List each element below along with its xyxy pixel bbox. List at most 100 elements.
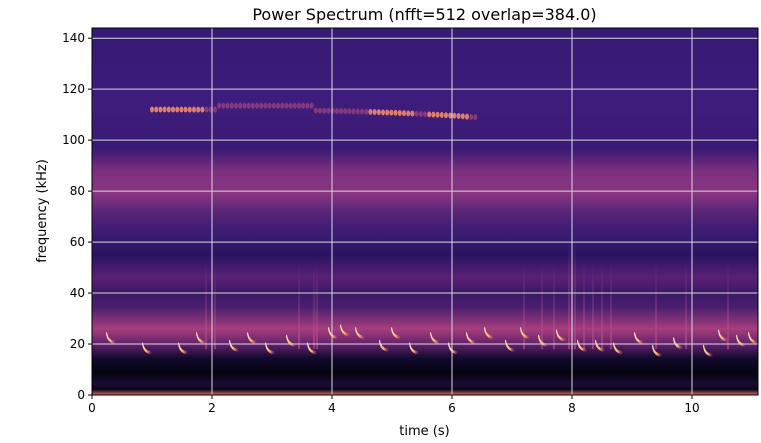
- trace-blob: [175, 106, 180, 113]
- trace-blob: [355, 108, 360, 115]
- trace-blob: [473, 114, 478, 121]
- call-mark: [718, 329, 728, 342]
- trace-blob: [267, 102, 272, 109]
- x-tick-label: 2: [208, 401, 216, 415]
- trace-blob: [192, 106, 196, 113]
- trace-blob: [385, 109, 390, 116]
- trace-blob: [196, 106, 201, 113]
- trace-blob: [330, 107, 335, 114]
- trace-blob: [435, 111, 440, 118]
- trace-blob: [313, 107, 318, 114]
- broadband-streak: [655, 262, 657, 350]
- call-mark: [634, 331, 644, 344]
- trace-blob: [460, 113, 465, 120]
- trace-blob: [389, 109, 394, 116]
- trace-blob: [439, 112, 444, 119]
- y-axis-label: frequency (kHz): [35, 159, 50, 263]
- broadband-streak: [685, 262, 687, 350]
- broadband-streak: [583, 262, 585, 350]
- trace-blob: [280, 102, 285, 109]
- trace-blob: [234, 102, 238, 109]
- call-mark: [307, 342, 317, 355]
- trace-blob: [221, 102, 226, 109]
- ultrasonic-trace: [150, 102, 478, 121]
- call-mark: [391, 326, 401, 339]
- broadband-streak: [298, 262, 300, 350]
- trace-blob: [406, 110, 411, 117]
- trace-blob: [431, 111, 436, 118]
- call-mark: [265, 342, 275, 355]
- plot-area: [92, 28, 758, 395]
- call-mark: [196, 331, 206, 344]
- trace-blob: [301, 102, 306, 109]
- call-mark: [448, 342, 458, 355]
- broadband-streak: [553, 262, 555, 350]
- trace-blob: [255, 102, 259, 109]
- broadband-streak: [316, 262, 318, 350]
- trace-blob: [305, 102, 310, 109]
- call-mark: [538, 334, 548, 347]
- trace-blob: [179, 106, 184, 113]
- trace-blob: [347, 108, 352, 115]
- broadband-streak: [541, 262, 543, 350]
- call-mark: [505, 339, 515, 352]
- trace-blob: [364, 108, 369, 115]
- trace-blob: [322, 107, 327, 114]
- trace-blob: [238, 102, 243, 109]
- trace-blob: [154, 106, 159, 113]
- call-mark: [142, 342, 152, 355]
- trace-blob: [410, 110, 415, 117]
- y-tick-label: 120: [62, 82, 85, 96]
- call-mark: [328, 326, 338, 339]
- call-mark: [466, 331, 476, 344]
- call-mark: [340, 324, 350, 337]
- chart-title: Power Spectrum (nfft=512 overlap=384.0): [252, 5, 596, 24]
- trace-blob: [372, 109, 377, 116]
- broadband-streak: [601, 262, 603, 350]
- trace-blob: [393, 109, 398, 116]
- x-tick-label: 6: [448, 401, 456, 415]
- x-tick-label: 0: [88, 401, 96, 415]
- trace-blob: [250, 102, 255, 109]
- trace-blob: [246, 102, 251, 109]
- x-tick-label: 4: [328, 401, 336, 415]
- call-mark: [484, 326, 494, 339]
- call-mark: [595, 339, 605, 352]
- trace-blob: [351, 108, 356, 115]
- trace-blob: [166, 106, 171, 113]
- trace-blob: [343, 108, 348, 115]
- trace-blob: [456, 113, 461, 120]
- trace-blob: [158, 106, 163, 113]
- trace-blob: [284, 102, 289, 109]
- trace-blob: [213, 106, 217, 113]
- y-tick-label: 140: [62, 31, 85, 45]
- y-tick-label: 0: [77, 388, 85, 402]
- trace-blob: [423, 111, 427, 118]
- trace-blob: [427, 111, 432, 118]
- trace-blob: [309, 102, 314, 109]
- call-mark: [577, 339, 587, 352]
- broadband-streak: [610, 262, 612, 350]
- trace-blob: [263, 102, 268, 109]
- call-mark: [355, 326, 365, 339]
- call-mark: [286, 334, 296, 347]
- trace-blob: [297, 102, 301, 109]
- trace-blob: [162, 106, 167, 113]
- call-mark: [379, 339, 389, 352]
- trace-blob: [376, 109, 381, 116]
- trace-blob: [381, 109, 385, 116]
- trace-blob: [225, 102, 230, 109]
- call-mark: [106, 331, 116, 344]
- broadband-streak: [214, 262, 216, 350]
- trace-blob: [204, 106, 209, 113]
- trace-blob: [444, 112, 448, 119]
- y-axis-ticks: 0 20 40 60 80 100 120 140: [62, 31, 92, 402]
- trace-blob: [187, 106, 192, 113]
- trace-blob: [326, 107, 331, 114]
- call-mark: [748, 331, 758, 344]
- trace-blob: [448, 112, 453, 119]
- trace-blob: [414, 110, 419, 117]
- trace-blob: [229, 102, 234, 109]
- call-mark: [652, 344, 662, 357]
- trace-blob: [276, 102, 280, 109]
